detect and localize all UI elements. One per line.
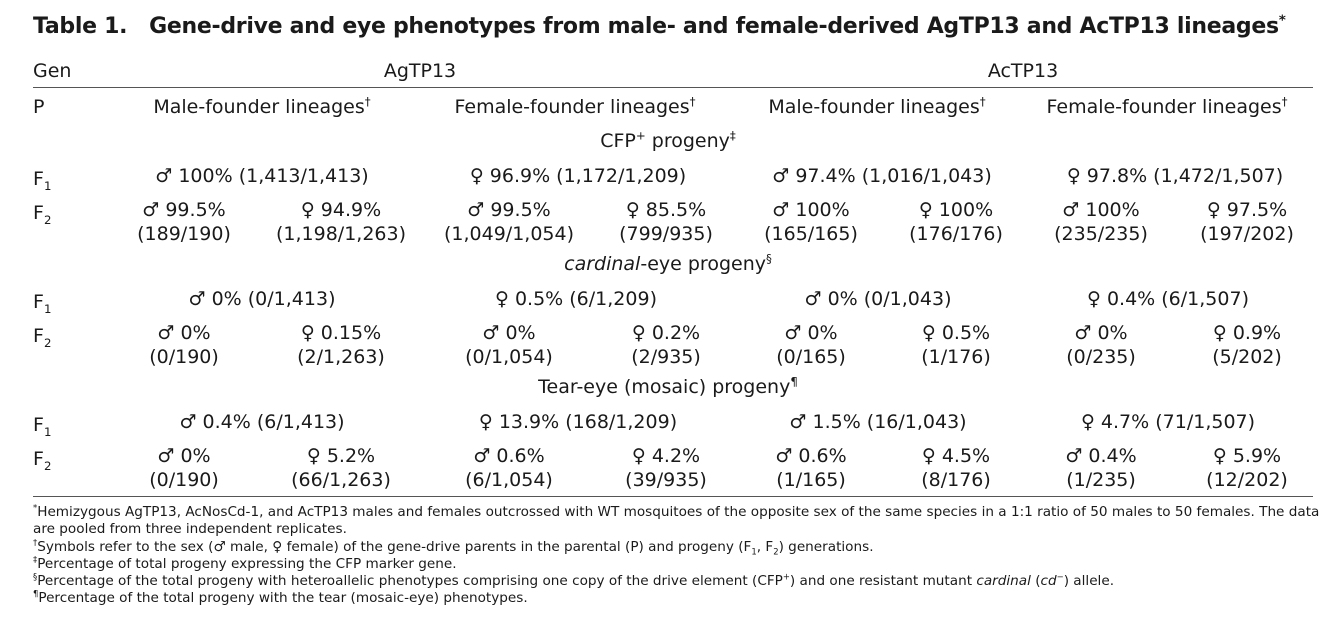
gen-label-f1: F1: [33, 414, 52, 439]
gen-label-f2: F2: [33, 202, 52, 227]
gen-label-f2: F2: [33, 325, 52, 350]
header-lineage-agtp13: AgTP13: [383, 60, 457, 82]
table-cell: ♂ 100% (165/165): [764, 199, 858, 245]
table-cell: ♀ 5.9% (12/202): [1206, 445, 1288, 491]
table-cell: ♂ 0.6% (1/165): [775, 445, 847, 491]
gen-label-f2: F2: [33, 448, 52, 473]
footnote-cfp-marker: ‡Percentage of total progeny expressing …: [33, 554, 457, 572]
header-gen: Gen: [33, 60, 72, 82]
table-cell: ♂ 0% (0/1,043): [804, 288, 952, 310]
table-cell: ♀ 94.9% (1,198/1,263): [275, 199, 407, 245]
table-cell: ♂ 0% (0/190): [149, 322, 219, 368]
table-cell: ♀ 100% (176/176): [909, 199, 1003, 245]
table-cell: ♀ 0.5% (6/1,209): [495, 288, 657, 310]
table-cell: ♀ 0.5% (1/176): [921, 322, 991, 368]
section-cfp-progeny: CFP+ progeny‡: [600, 128, 736, 152]
gen-label-f1: F1: [33, 291, 52, 316]
section-cardinal-progeny: cardinal-eye progeny§: [564, 251, 772, 275]
table-label: Table 1.: [33, 14, 128, 39]
header-col-ag-female: Female-founder lineages†: [454, 94, 696, 118]
header-col-ac-female: Female-founder lineages†: [1046, 94, 1288, 118]
gen-label-f1: F1: [33, 168, 52, 193]
table-cell: ♂ 0% (0/1,054): [465, 322, 553, 368]
table-cell: ♂ 0.4% (1/235): [1065, 445, 1137, 491]
header-p: P: [33, 96, 45, 118]
title-footnote-mark: *: [1278, 12, 1286, 29]
table-cell: ♀ 5.2% (66/1,263): [291, 445, 391, 491]
table-cell: ♀ 0.4% (6/1,507): [1087, 288, 1249, 310]
table-cell: ♀ 4.2% (39/935): [625, 445, 707, 491]
table-cell: ♀ 0.2% (2/935): [631, 322, 701, 368]
table-cell: ♂ 100% (235/235): [1054, 199, 1148, 245]
table-cell: ♀ 85.5% (799/935): [619, 199, 713, 245]
table-cell: ♀ 97.5% (197/202): [1200, 199, 1294, 245]
footnote-symbols: †Symbols refer to the sex (♂ male, ♀ fem…: [33, 537, 874, 557]
table-cell: ♀ 97.8% (1,472/1,507): [1066, 165, 1284, 187]
footnote-hemizygous: *Hemizygous AgTP13, AcNosCd-1, and AcTP1…: [33, 502, 1320, 537]
table-cell: ♂ 0% (0/165): [776, 322, 846, 368]
table-cell: ♂ 0% (0/235): [1066, 322, 1136, 368]
header-rule: [33, 87, 1313, 88]
footnote-rule: [33, 496, 1313, 497]
footnote-heteroallelic: §Percentage of the total progeny with he…: [33, 571, 1115, 589]
table-cell: ♀ 0.15% (2/1,263): [297, 322, 385, 368]
table-cell: ♂ 1.5% (16/1,043): [789, 411, 967, 433]
table-cell: ♀ 13.9% (168/1,209): [478, 411, 678, 433]
table-cell: ♀ 0.9% (5/202): [1212, 322, 1282, 368]
header-lineage-actp13: AcTP13: [987, 60, 1059, 82]
table-cell: ♀ 96.9% (1,172/1,209): [469, 165, 687, 187]
table-cell: ♂ 99.5% (1,049/1,054): [443, 199, 575, 245]
header-col-ac-male: Male-founder lineages†: [768, 94, 986, 118]
table-cell: ♀ 4.5% (8/176): [921, 445, 991, 491]
table-cell: ♂ 97.4% (1,016/1,043): [772, 165, 992, 187]
header-col-ag-male: Male-founder lineages†: [153, 94, 371, 118]
table-cell: ♂ 0% (0/190): [149, 445, 219, 491]
table-cell: ♂ 100% (1,413/1,413): [155, 165, 369, 187]
table-cell: ♂ 0.4% (6/1,413): [179, 411, 345, 433]
table-cell: ♂ 99.5% (189/190): [137, 199, 231, 245]
table-cell: ♂ 0.6% (6/1,054): [465, 445, 553, 491]
table-title-text: Gene-drive and eye phenotypes from male-…: [149, 14, 1279, 39]
table-cell: ♀ 4.7% (71/1,507): [1080, 411, 1256, 433]
footnote-tear-eye: ¶Percentage of the total progeny with th…: [33, 588, 528, 606]
section-tear-eye-progeny: Tear-eye (mosaic) progeny¶: [538, 374, 798, 398]
table-title: Table 1. Gene-drive and eye phenotypes fr…: [33, 14, 1286, 39]
table-cell: ♂ 0% (0/1,413): [188, 288, 336, 310]
